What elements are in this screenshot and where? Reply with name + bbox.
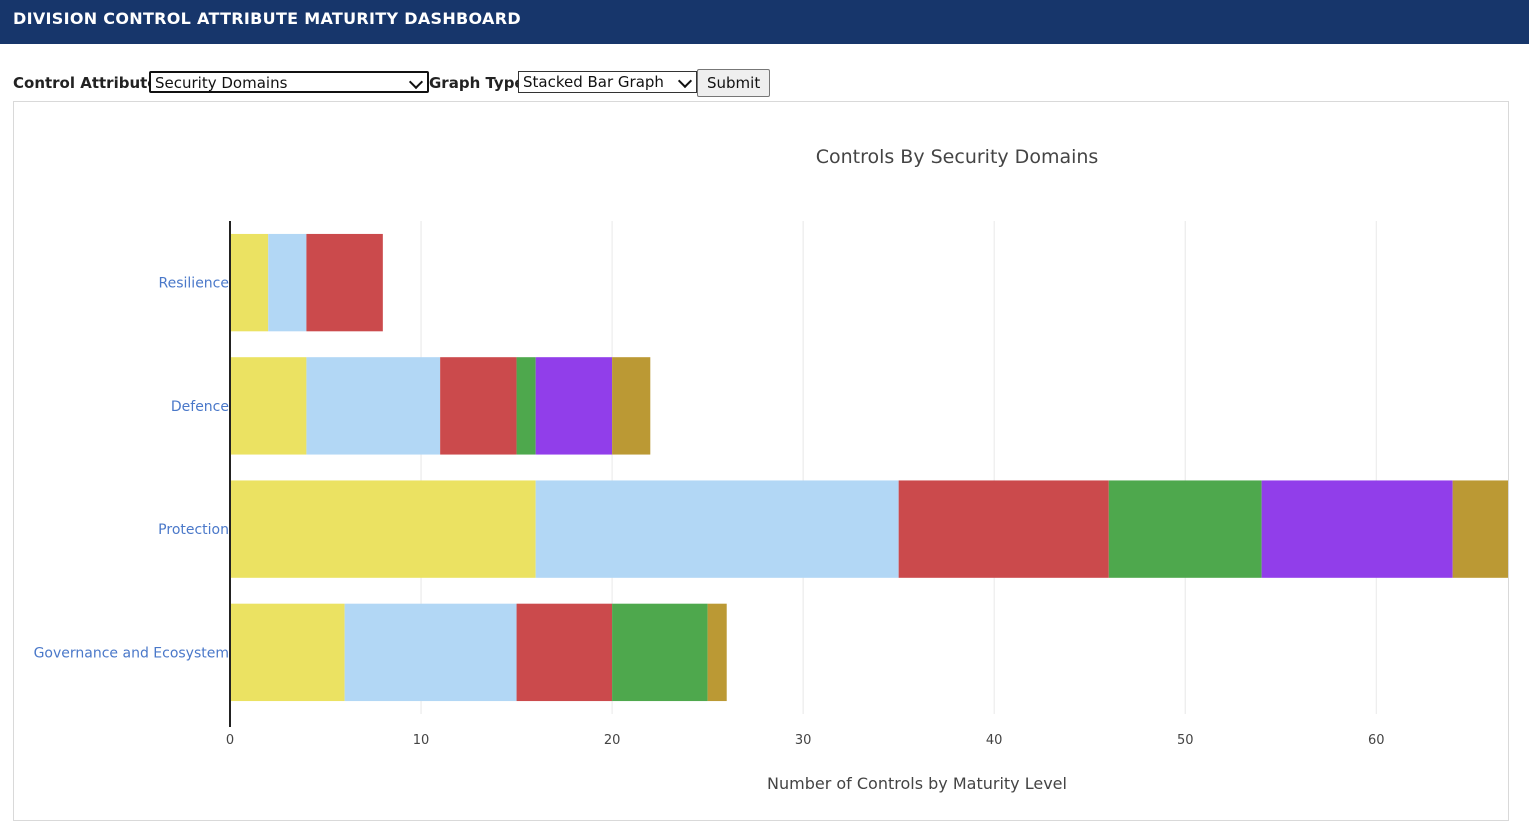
x-tick-label: 40 (986, 733, 1003, 748)
y-category-label: Resilience (159, 276, 229, 292)
bar-segment (1108, 480, 1262, 578)
bar-segment (535, 357, 613, 455)
bar-segment (707, 603, 727, 702)
x-tick-label: 30 (795, 733, 812, 748)
bar-segment (1452, 480, 1510, 578)
x-tick-label: 0 (226, 733, 234, 748)
bar-segment (230, 480, 536, 578)
chevron-down-icon (677, 73, 693, 89)
x-tick-label: 20 (604, 733, 621, 748)
graph-type-select[interactable]: Stacked Bar Graph (518, 71, 697, 93)
control-attribute-label: Control Attribute (13, 74, 158, 92)
bar-segment (1261, 480, 1453, 578)
graph-type-label: Graph Type (429, 74, 525, 92)
bar-segment (230, 603, 345, 702)
bar-segment (306, 357, 441, 455)
bar-segment (516, 603, 613, 702)
submit-button[interactable]: Submit (697, 69, 771, 97)
page-header: DIVISION CONTROL ATTRIBUTE MATURITY DASH… (0, 0, 1529, 44)
chart-panel: Controls By Security Domains 0 10 20 30 40 50… (13, 101, 1510, 821)
bar-segment (230, 233, 269, 332)
graph-type-value: Stacked Bar Graph (523, 73, 664, 91)
bar-segment (535, 480, 899, 578)
chevron-down-icon (408, 74, 424, 90)
bar-segment (440, 357, 517, 455)
bar-segment (230, 357, 307, 455)
x-tick-label: 10 (413, 733, 430, 748)
stacked-bar-chart: Controls By Security Domains 0 10 20 30 40 50… (34, 146, 1510, 793)
bar-segment (612, 603, 708, 702)
control-attribute-select[interactable]: Security Domains (149, 71, 429, 93)
x-axis-title: Number of Controls by Maturity Level (767, 774, 1067, 793)
y-category-label: Governance and Ecosystem (34, 645, 229, 661)
x-tick-label: 50 (1177, 733, 1194, 748)
x-tick-label: 60 (1368, 733, 1385, 748)
bar-segment (612, 357, 651, 455)
page-title: DIVISION CONTROL ATTRIBUTE MATURITY DASH… (13, 9, 521, 28)
bar-segment (516, 357, 536, 455)
y-category-label: Defence (171, 399, 229, 415)
bar-segment (898, 480, 1109, 578)
bar-segment (306, 233, 383, 332)
bar-segment (268, 233, 307, 332)
y-category-label: Protection (158, 522, 229, 538)
chart-title: Controls By Security Domains (816, 146, 1099, 168)
control-attribute-value: Security Domains (155, 74, 288, 92)
bar-segment (344, 603, 517, 702)
